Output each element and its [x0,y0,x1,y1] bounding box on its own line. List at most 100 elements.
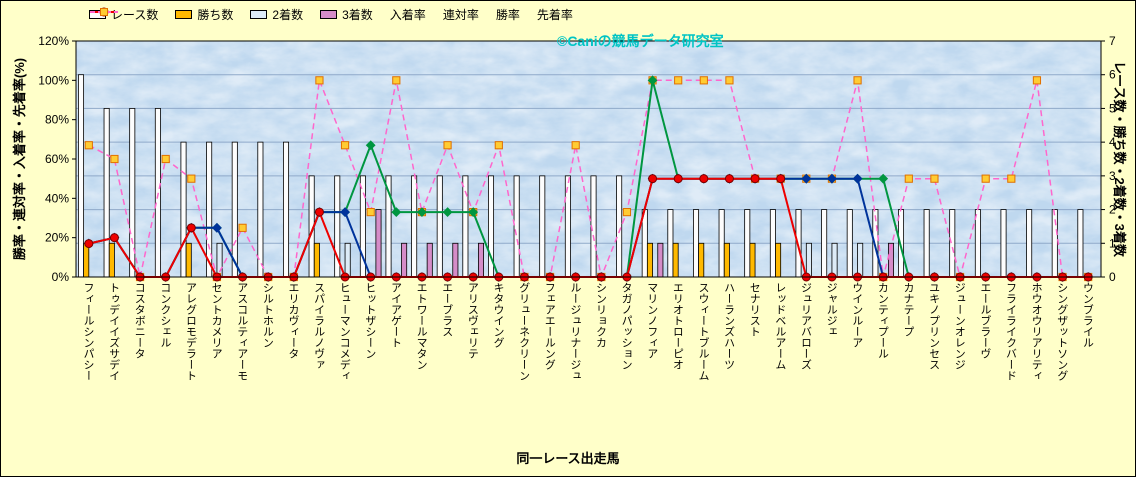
marker-win-rate [648,174,658,184]
y-right-tick-label: 3 [1109,169,1116,183]
y-right-tick-label: 1 [1109,236,1116,250]
legend-label-races: レース数 [111,8,159,22]
marker-first-finish-rate [315,76,324,85]
x-axis-label: ヒットザシーン [363,282,376,359]
y-right-tick-label: 2 [1109,203,1116,217]
x-axis-label: ハーランズハーツ [722,282,735,370]
marker-first-finish-rate [238,223,247,232]
bar-races [718,209,725,278]
bar-seconds [831,242,838,278]
x-axis-label: コスタボニータ [133,282,146,359]
bar-races [693,209,700,278]
x-axis-label: ホウオウリアリティ [1030,282,1043,381]
legend-label-seconds: 2着数 [272,8,304,22]
x-axis-label: フライライクバード [1004,282,1017,381]
y-right-tick-label: 5 [1109,101,1116,115]
bar-races [180,141,187,278]
y-left-tick-label: 60% [45,152,69,166]
marker-first-finish-rate [161,154,170,164]
marker-place-rate [417,207,427,218]
bar-races [1026,209,1033,278]
marker-quinella-rate [801,173,812,184]
marker-first-finish-rate [443,141,452,150]
marker-first-finish-rate [725,76,734,85]
bar-thirds [657,242,664,278]
x-axis-label: セントカメリア [210,282,223,359]
x-axis-label: フェアエールング [543,282,556,370]
x-axis-label: ウンブライル [1081,282,1094,348]
y-left-ticks: 0% 20% 40% 60% 80% 100% 120% [38,34,76,284]
legend-swatch-first-finish-rate [90,8,118,16]
x-axis-label: シルトホルン [261,282,274,348]
marker-win-rate [186,223,196,233]
bar-seconds [805,242,812,278]
legend-swatch-seconds [250,10,268,19]
marker-win-rate [109,233,119,243]
x-axis-label: マリンノフィア [645,282,658,359]
x-axis-label: セナリスト [748,282,761,337]
y-right-tick-label: 6 [1109,68,1116,82]
x-axis-label: エーブラス [440,282,453,337]
marker-first-finish-rate [366,208,375,217]
bar-wins [672,242,679,278]
x-axis-label: ルージュリナージュ [568,282,581,381]
bar-wins [108,242,115,278]
marker-first-finish-rate [904,174,913,183]
bar-races [1077,209,1084,278]
y-left-tick-label: 40% [45,191,69,205]
bar-races [667,209,674,278]
bar-races [539,175,546,278]
bar-wins [749,242,756,278]
x-axis-label: コンクシェル [158,282,171,348]
chart-legend: レース数 勝ち数 2着数 3着数 入着率 連対率 勝率 先着率 [89,6,573,23]
bar-thirds [375,209,382,278]
marker-first-finish-rate [622,208,632,217]
marker-place-rate [468,207,479,218]
marker-quinella-rate [852,173,863,184]
plot-texture [76,41,1101,277]
x-axis-label: カンティプール [876,282,889,359]
bar-wins [723,242,730,278]
legend-item-thirds: 3着数 [320,6,373,23]
x-axis-label: トゥデイイズサデイ [107,282,120,381]
bar-seconds [857,242,864,278]
y-left-tick-label: 100% [38,73,69,87]
polyline-first-finish-rate [88,77,1089,280]
marker-first-finish-rate [853,76,862,85]
marker-first-finish-rate [392,76,401,85]
x-axis-label: スパイラルノヴァ [312,282,325,370]
marker-first-finish-rate [187,174,196,183]
marker-quinella-rate [340,207,350,218]
bar-races [1000,209,1007,278]
x-axis-label: レッドベルアーム [773,282,786,370]
bar-seconds [344,242,351,278]
y-left-tick-label: 0% [52,270,70,284]
bar-races [616,175,623,278]
x-axis-label: グリューネクリーン [517,282,530,381]
x-axis-label: カナテープ [901,282,914,337]
marker-place-rate [878,173,889,184]
marker-first-finish-rate [494,141,503,150]
y-right-tick-label: 7 [1109,34,1116,48]
marker-first-finish-rate [1007,174,1016,183]
y-right-tick-label: 0 [1109,270,1116,284]
bar-wins [646,242,653,278]
marker-place-rate [442,207,453,218]
x-axis-label: アイアゲート [389,282,402,348]
bar-wins [775,242,782,278]
x-axis-label: タガノパッション [620,282,633,370]
y-right-tick-label: 4 [1109,135,1116,149]
marker-first-finish-rate [571,141,580,150]
legend-label-wins: 勝ち数 [197,8,234,22]
bar-races [257,141,264,278]
legend-item-wins: 勝ち数 [175,6,233,23]
legend-label-win-rate: 勝率 [495,8,520,22]
marker-quinella-rate [827,173,837,184]
marker-win-rate [750,174,760,184]
legend-label-quinella-rate: 連対率 [442,8,479,22]
legend-item-first-finish-rate: 先着率 [90,6,573,23]
legend-swatch-wins [175,10,193,19]
marker-first-finish-rate [1032,76,1042,85]
